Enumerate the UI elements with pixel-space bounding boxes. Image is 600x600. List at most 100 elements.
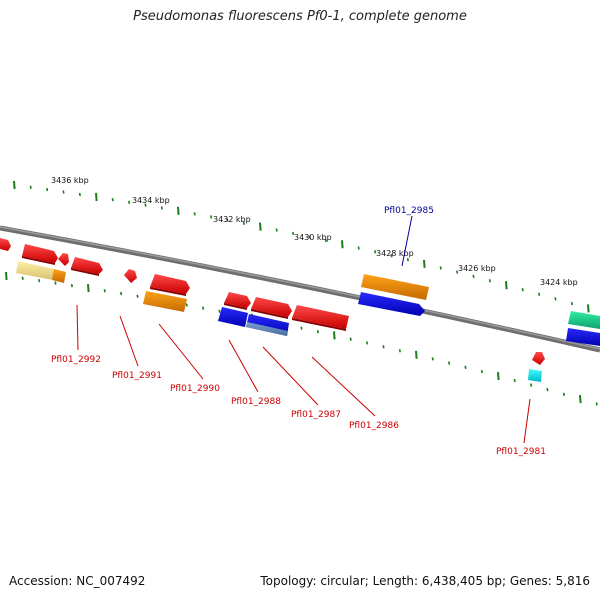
minor-tick bbox=[366, 341, 369, 345]
gene-feature[interactable] bbox=[71, 257, 103, 276]
minor-tick bbox=[111, 197, 114, 202]
genome-stats-text: Topology: circular; Length: 6,438,405 bp… bbox=[260, 574, 590, 588]
minor-tick bbox=[160, 206, 163, 210]
major-tick bbox=[341, 240, 344, 249]
gene-label-pfl01-2992[interactable]: Pfl01_2992 bbox=[51, 355, 101, 365]
gene-feature[interactable] bbox=[361, 274, 429, 300]
minor-tick bbox=[431, 357, 434, 361]
minor-tick bbox=[554, 297, 557, 301]
kbp-label-3432: 3432 kbp bbox=[213, 215, 251, 224]
major-tick bbox=[333, 331, 336, 340]
minor-tick bbox=[398, 349, 401, 353]
major-tick bbox=[587, 304, 590, 313]
gene-feature[interactable] bbox=[251, 297, 292, 319]
minor-tick bbox=[439, 266, 442, 270]
kbp-label-3428: 3428 kbp bbox=[376, 249, 414, 258]
minor-tick bbox=[546, 387, 549, 392]
major-tick bbox=[423, 259, 426, 268]
minor-tick bbox=[382, 345, 385, 349]
minor-tick bbox=[70, 283, 73, 288]
minor-tick bbox=[472, 274, 475, 279]
minor-tick bbox=[21, 276, 24, 280]
gene-feature[interactable] bbox=[218, 307, 248, 327]
minor-tick bbox=[202, 306, 205, 310]
kbp-label-3424: 3424 kbp bbox=[540, 278, 578, 287]
minor-tick bbox=[349, 337, 352, 341]
minor-tick bbox=[193, 212, 196, 216]
outer-scale-ticks bbox=[13, 180, 590, 313]
minor-tick bbox=[464, 365, 467, 369]
minor-tick bbox=[488, 279, 491, 283]
minor-tick bbox=[62, 190, 65, 194]
minor-tick bbox=[513, 378, 516, 383]
minor-tick bbox=[78, 192, 81, 197]
gene-feature[interactable] bbox=[58, 253, 69, 266]
major-tick bbox=[505, 281, 508, 290]
major-tick bbox=[497, 371, 500, 381]
minor-tick bbox=[242, 221, 245, 225]
major-tick bbox=[13, 180, 16, 190]
minor-tick bbox=[120, 291, 123, 296]
major-tick bbox=[87, 284, 90, 293]
gene-label-pfl01-2981[interactable]: Pfl01_2981 bbox=[496, 447, 546, 457]
minor-tick bbox=[144, 203, 147, 207]
minor-tick bbox=[530, 383, 533, 387]
gene-feature[interactable] bbox=[532, 352, 545, 365]
minor-tick bbox=[38, 278, 41, 283]
gene-feature[interactable] bbox=[150, 274, 190, 296]
minor-tick bbox=[226, 218, 229, 222]
major-tick bbox=[5, 271, 8, 281]
minor-tick bbox=[300, 326, 303, 330]
gene-label-pfl01-2988[interactable]: Pfl01_2988 bbox=[231, 397, 281, 407]
minor-tick bbox=[136, 294, 139, 298]
gene-feature[interactable] bbox=[224, 292, 251, 310]
gene-feature[interactable] bbox=[124, 269, 137, 283]
minor-tick bbox=[357, 246, 360, 250]
minor-tick bbox=[538, 292, 541, 296]
gene-feature[interactable] bbox=[16, 261, 54, 280]
gene-feature[interactable] bbox=[528, 369, 542, 382]
minor-tick bbox=[480, 369, 483, 374]
gene-feature[interactable] bbox=[143, 291, 187, 312]
gene-label-pfl01-2986[interactable]: Pfl01_2986 bbox=[349, 421, 399, 431]
kbp-label-3430: 3430 kbp bbox=[294, 233, 332, 242]
minor-tick bbox=[46, 187, 49, 192]
minor-tick bbox=[521, 288, 524, 292]
minor-tick bbox=[275, 228, 278, 232]
minor-tick bbox=[374, 250, 377, 254]
minor-tick bbox=[292, 231, 295, 236]
gene-feature[interactable] bbox=[0, 238, 11, 251]
minor-tick bbox=[456, 270, 459, 274]
kbp-label-3436: 3436 kbp bbox=[51, 176, 89, 185]
major-tick bbox=[259, 222, 262, 231]
gene-feature[interactable] bbox=[52, 269, 66, 283]
gene-feature[interactable] bbox=[246, 314, 289, 336]
minor-tick bbox=[570, 301, 573, 306]
minor-tick bbox=[103, 289, 106, 293]
gene-feature[interactable] bbox=[22, 244, 58, 265]
gene-label-pfl01-2987[interactable]: Pfl01_2987 bbox=[291, 410, 341, 420]
major-tick bbox=[95, 192, 98, 202]
minor-tick bbox=[390, 254, 393, 258]
major-tick bbox=[579, 395, 582, 404]
minor-tick bbox=[562, 392, 565, 396]
gene-feature[interactable] bbox=[358, 292, 425, 316]
gene-label-pfl01-2985[interactable]: Pfl01_2985 bbox=[384, 206, 434, 216]
minor-tick bbox=[185, 303, 188, 307]
gene-label-pfl01-2991[interactable]: Pfl01_2991 bbox=[112, 371, 162, 381]
gene-feature[interactable] bbox=[292, 305, 349, 331]
minor-tick bbox=[210, 215, 213, 219]
gene-feature[interactable] bbox=[566, 328, 600, 346]
minor-tick bbox=[324, 238, 327, 243]
genome-backbone bbox=[0, 225, 600, 353]
gene-label-pfl01-2990[interactable]: Pfl01_2990 bbox=[170, 384, 220, 394]
minor-tick bbox=[308, 235, 311, 239]
gene-feature[interactable] bbox=[568, 311, 600, 329]
accession-text: Accession: NC_007492 bbox=[9, 574, 146, 588]
minor-tick bbox=[448, 361, 451, 365]
major-tick bbox=[177, 206, 180, 215]
kbp-label-3434: 3434 kbp bbox=[132, 196, 170, 205]
minor-tick bbox=[406, 258, 409, 262]
